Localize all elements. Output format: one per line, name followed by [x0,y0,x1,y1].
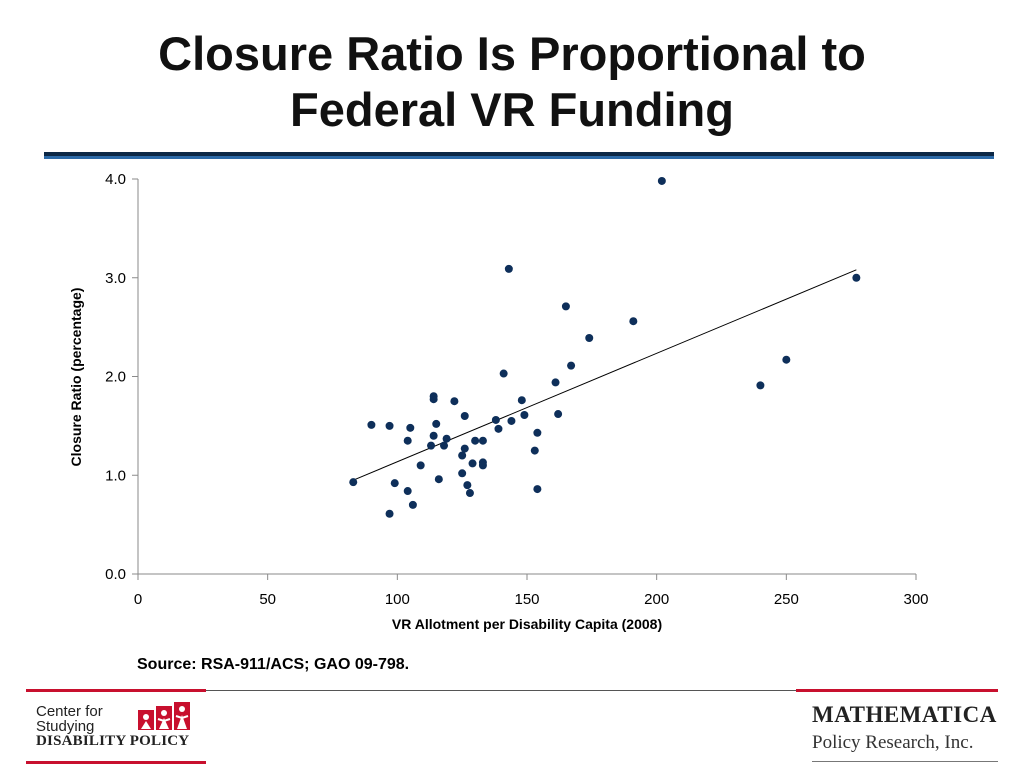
csdp-logo-underline [26,761,206,764]
data-point [465,489,474,498]
data-point [554,410,563,419]
footer-divider [206,690,796,691]
data-point [432,419,441,428]
mathematica-logo-name: MATHEMATICA [812,702,997,727]
data-point [406,423,415,432]
y-tick-label: 3.0 [105,270,126,287]
csdp-logo-line-1: Center for [36,703,103,720]
slide-title-line-1: Closure Ratio Is Proportional to [158,27,866,80]
data-point [403,436,412,445]
data-point [629,317,638,326]
data-point [782,355,791,364]
source-note: Source: RSA-911/ACS; GAO 09-798. [137,656,410,673]
x-tick-label: 50 [259,591,276,608]
mathematica-logo-subtitle: Policy Research, Inc. [812,732,974,753]
data-point [533,485,542,494]
y-tick-label: 2.0 [105,369,126,386]
data-point [458,469,467,478]
data-point [460,412,469,420]
data-point [468,459,477,468]
data-point [520,411,529,420]
data-point [440,441,449,450]
data-point [390,479,399,488]
x-tick-label: 200 [644,591,669,608]
data-point [429,431,438,440]
data-point [533,428,542,437]
x-tick-label: 250 [774,591,799,608]
y-tick-label: 1.0 [105,467,126,484]
data-point [416,461,425,470]
people-icon [138,702,190,730]
data-point [499,369,508,378]
data-point [367,420,376,429]
data-point [507,416,516,425]
data-point [567,361,576,370]
data-point [385,509,394,518]
csdp-logo: Center for Studying DISABILITY POLICY [26,700,216,760]
slide-title-line-2: Federal VR Funding [290,83,734,136]
data-point [434,475,443,484]
data-point [561,302,570,311]
data-point [442,434,451,443]
title-divider [44,152,994,156]
data-point [460,444,469,453]
data-point [403,487,412,496]
mathematica-logo: MATHEMATICA Policy Research, Inc. [812,702,1012,762]
data-point [852,273,861,282]
data-point [494,424,503,433]
trendline [353,269,857,481]
trendline-group [353,269,857,481]
data-point [504,264,513,273]
csdp-logo-line-3: DISABILITY POLICY [36,733,190,749]
data-point [756,381,765,390]
x-tick-label: 100 [385,591,410,608]
scatter-chart: 0.0 1.0 2.0 3.0 4.0 0 50 100 150 200 250 300 VR All… [68,171,929,632]
title-divider-accent [44,156,994,159]
data-point [408,500,417,509]
data-point [657,176,666,185]
data-point [450,397,459,406]
x-axis-label: VR Allotment per Disability Capita (2008… [392,616,662,632]
csdp-logo-text: Center for Studying DISABILITY POLICY [36,704,189,749]
data-point [385,421,394,430]
data-point [491,415,500,424]
csdp-logo-line-2: Studying [36,718,95,735]
data-point [478,436,487,445]
x-tick-label: 150 [514,591,539,608]
footer-accent-left [26,689,206,692]
data-points [349,176,861,518]
data-point [478,461,487,470]
footer-accent-right [796,689,998,692]
chart-axes: 0.0 1.0 2.0 3.0 4.0 0 50 100 150 200 250 300 [105,171,928,608]
slide-title: Closure Ratio Is Proportional to Federal… [0,26,1024,138]
y-tick-label: 0.0 [105,566,126,583]
mathematica-logo-underline [812,761,998,762]
y-tick-label: 4.0 [105,171,126,188]
data-point [458,451,467,460]
data-point [551,378,560,387]
data-point [429,392,438,401]
data-point [530,446,539,455]
y-axis-label: Closure Ratio (percentage) [68,288,84,467]
data-point [463,481,472,490]
data-point [427,441,436,450]
x-tick-label: 0 [134,591,142,608]
data-point [585,333,594,342]
data-point [471,436,480,445]
data-point [517,396,526,405]
data-point [349,478,358,487]
x-tick-label: 300 [903,591,928,608]
